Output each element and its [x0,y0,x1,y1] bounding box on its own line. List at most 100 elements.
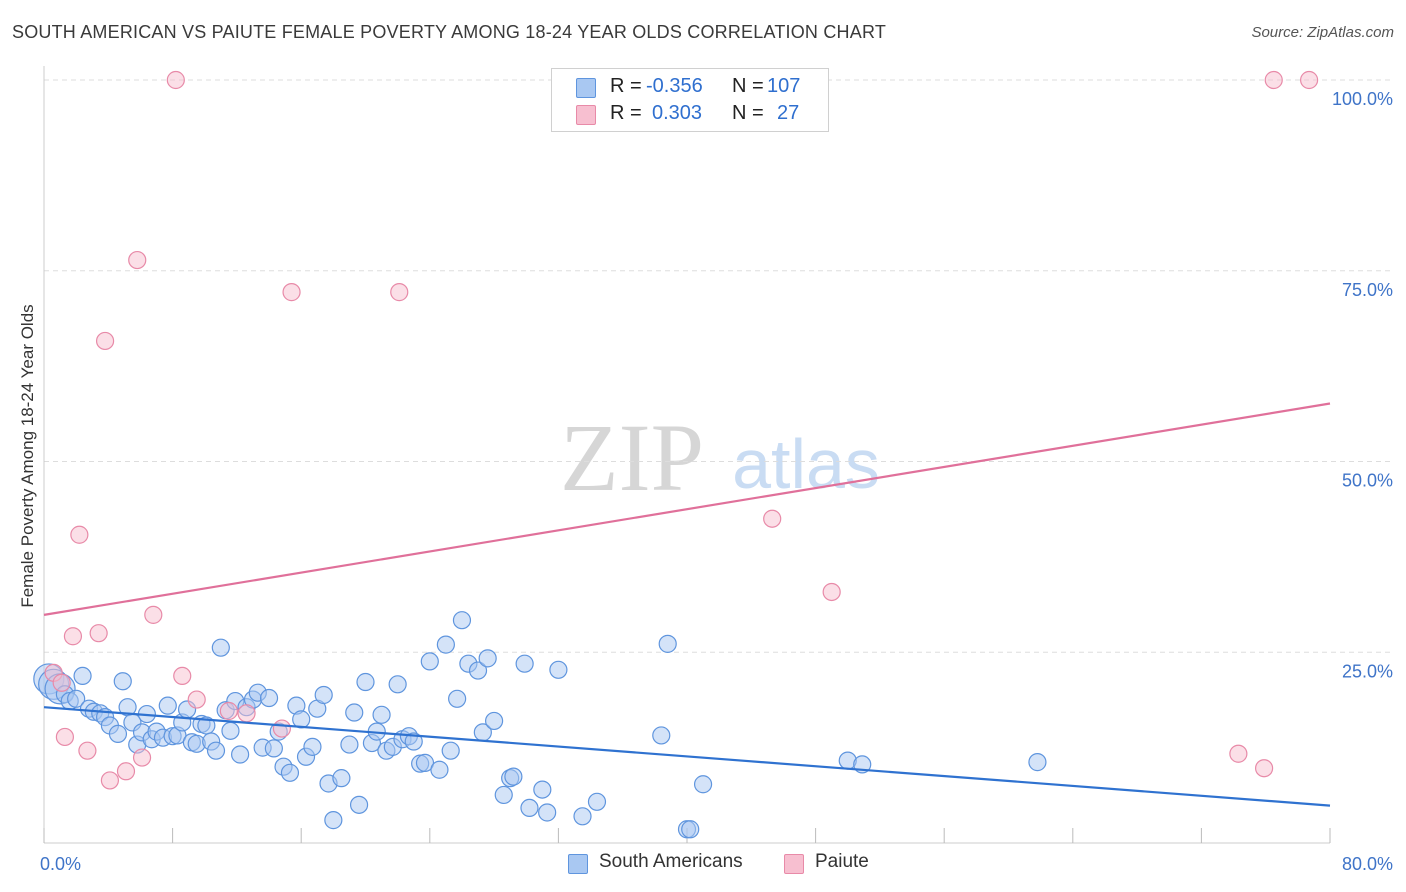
south-american-point [404,732,423,751]
south-american-point [538,803,557,822]
paiute-point [272,719,292,738]
south-american-point [436,635,455,654]
bottom-legend-swatch-blue [568,854,588,874]
paiute-point [116,762,136,781]
paiute-point [219,701,238,721]
south-american-point [515,654,534,673]
south-american-point [441,741,460,760]
source-credit: Source: ZipAtlas.com [1251,24,1394,41]
x-tick-label: 0.0% [40,854,81,874]
south-american-point [420,652,439,671]
y-tick-label: 100.0% [1332,89,1393,109]
south-american-point [345,703,364,722]
south-american-point [388,675,407,694]
paiute-point [78,741,97,760]
south-american-point [468,661,488,680]
legend-swatch-pink [576,105,596,125]
south-american-point [478,649,497,668]
y-tick-label: 25.0% [1342,661,1393,681]
correlation-legend: R = -0.356 N = 107 R = 0.303 N = 27 [551,68,829,132]
south-american-point [211,638,230,657]
south-american-point [303,737,322,756]
bottom-legend-label: Paiute [815,851,869,872]
paiute-point [173,666,192,686]
legend-n-label: N = [732,75,764,97]
watermark-zip: ZIP [560,404,704,511]
south-american-point [658,634,677,653]
chart-title: SOUTH AMERICAN VS PAIUTE FEMALE POVERTY … [12,22,887,42]
legend-n-label: N = [732,102,764,124]
south-american-point [693,775,713,794]
paiute-point [1229,744,1248,763]
watermark-atlas: atlas [732,425,880,503]
paiute-point [166,70,185,90]
bottom-legend-swatch-pink [784,854,804,874]
paiute-point [70,525,89,544]
south-american-point [587,792,607,811]
legend-swatch-blue [576,78,596,98]
y-tick-label: 50.0% [1342,471,1393,491]
trend-lines [43,402,1331,807]
paiute-point [282,283,301,302]
legend-r-label: R = [610,102,642,124]
legend-r-value: 0.303 [652,102,703,124]
paiute-point [63,627,83,646]
south-american-point [314,685,333,705]
paiute-point [144,605,163,624]
paiute-point [89,624,108,643]
south-american-point [533,780,552,799]
paiute-point [95,331,115,351]
south-american-point [356,672,375,692]
legend-n-value: 107 [767,75,801,97]
south-american-point [372,705,391,724]
south-american-point [280,763,300,782]
paiute-point [763,509,782,528]
south-american-point [549,660,568,679]
paiute-point [1300,70,1319,90]
tick-labels: 25.0% 50.0% 75.0% 100.0% 0.0% 80.0% [40,89,1393,874]
south-american-point [430,760,449,779]
paiute-point [55,727,74,747]
south-american-point [259,688,279,708]
legend-r-label: R = [610,75,642,97]
south-american-point [485,711,504,731]
series-paiute [44,70,1319,790]
south-american-point [520,798,539,818]
paiute-point [237,704,256,723]
south-american-point [206,741,226,760]
grid-lines [44,79,1392,653]
x-tick-label: 80.0% [1342,854,1393,874]
south-american-point [231,745,250,764]
south-american-point [1028,753,1047,772]
south-american-point [324,811,343,830]
watermark: ZIP atlas [560,404,880,511]
y-axis-title: Female Poverty Among 18-24 Year Olds [18,304,37,608]
paiute-point [128,250,147,270]
south-american-point [494,785,513,805]
legend-r-value: -0.356 [646,75,703,97]
y-tick-label: 75.0% [1342,280,1393,300]
south-american-point [332,769,351,788]
legend-n-value: 27 [777,102,800,124]
paiute-point [1254,759,1274,778]
south-american-point [573,807,592,826]
south-american-point [448,689,467,708]
south-american-point [681,820,700,839]
paiute-point [52,673,71,692]
south-american-point [340,735,359,754]
paiute-point [390,283,409,302]
paiute-point [1264,70,1283,90]
trend-line-paiute [43,402,1331,616]
paiute-point [822,582,841,602]
south-american-point [158,696,177,715]
south-american-point [504,767,523,786]
paiute-point [187,690,206,709]
south-american-point [113,672,132,691]
south-american-point [221,721,240,740]
series-south-americans [33,611,1047,839]
bottom-legend-label: South Americans [599,851,743,872]
trend-line-south-americans [43,706,1331,807]
south-american-point [452,611,472,630]
south-american-point [108,724,128,743]
